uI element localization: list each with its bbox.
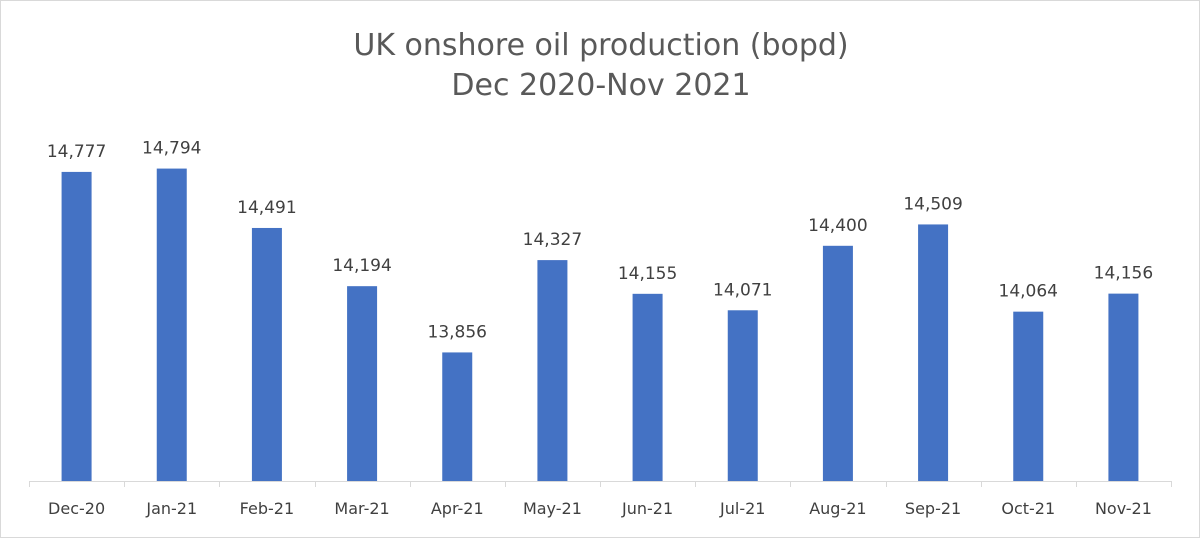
x-tick-label: May-21: [523, 499, 582, 518]
bar-aug-21: [822, 245, 853, 481]
bar-dec-20: [61, 171, 92, 481]
data-label: 14,156: [1094, 264, 1153, 284]
data-label: 14,777: [47, 142, 106, 162]
x-tick-label: Aug-21: [809, 499, 866, 518]
bar-nov-21: [1108, 293, 1139, 481]
bar-apr-21: [442, 352, 473, 481]
x-tick-label: Oct-21: [1001, 499, 1055, 518]
bar-jul-21: [727, 310, 758, 481]
data-label: 14,071: [713, 280, 772, 300]
bar-mar-21: [347, 286, 378, 481]
bar-oct-21: [1013, 311, 1044, 481]
data-label: 14,194: [332, 256, 391, 276]
bar-jun-21: [632, 293, 663, 481]
chart-title: UK onshore oil production (bopd): [353, 28, 849, 63]
x-tick-label: Jan-21: [145, 499, 197, 518]
data-label: 13,856: [428, 322, 487, 342]
x-tick-label: Nov-21: [1095, 499, 1152, 518]
x-tick-label: Sep-21: [905, 499, 961, 518]
data-label: 14,064: [999, 282, 1058, 302]
bar-feb-21: [251, 227, 282, 481]
x-tick-label: Feb-21: [240, 499, 294, 518]
x-tick-label: Jun-21: [621, 499, 673, 518]
x-tick-label: Mar-21: [334, 499, 389, 518]
data-label: 14,794: [142, 139, 201, 159]
data-label: 14,491: [237, 198, 296, 218]
x-tick-label: Apr-21: [431, 499, 484, 518]
chart-subtitle: Dec 2020-Nov 2021: [451, 68, 751, 103]
x-tick-label: Dec-20: [48, 499, 105, 518]
data-label: 14,155: [618, 264, 677, 284]
data-label: 14,327: [523, 230, 582, 250]
bar-sep-21: [918, 224, 949, 481]
data-label: 14,509: [903, 194, 962, 214]
bar-jan-21: [156, 168, 187, 482]
bar-may-21: [537, 260, 568, 481]
data-label: 14,400: [808, 216, 867, 236]
x-tick-label: Jul-21: [719, 499, 765, 518]
